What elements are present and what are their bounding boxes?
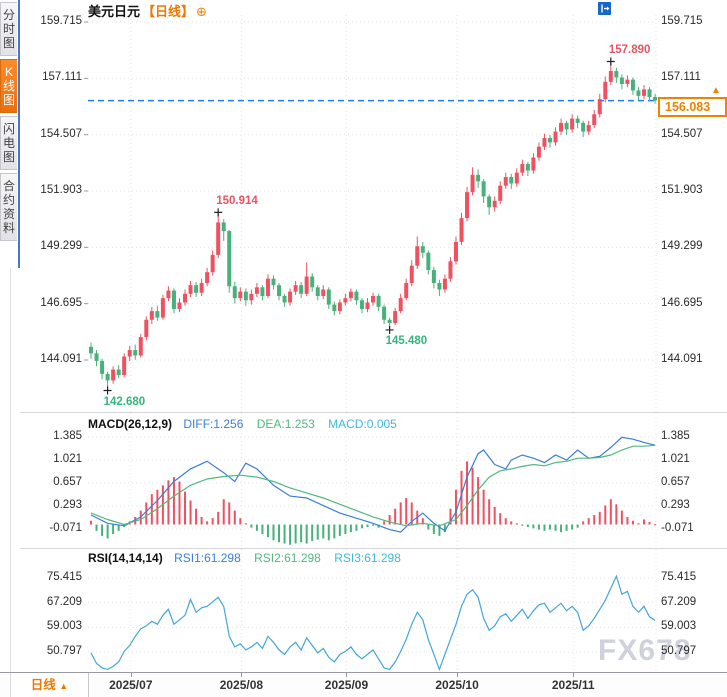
rsi-panel xyxy=(88,549,657,672)
symbol-name: 美元日元 xyxy=(88,4,141,19)
extreme-marker xyxy=(103,386,112,395)
diff-line xyxy=(90,436,656,533)
month-tick xyxy=(573,673,575,677)
gridlines xyxy=(88,549,657,672)
macd-histogram xyxy=(90,461,657,545)
sidebar-tabs: 分时图 K线图 闪电图 合约资料 xyxy=(0,2,18,241)
sidebar: 分时图 K线图 闪电图 合约资料 xyxy=(0,0,20,697)
sidebar-tab-lightning[interactable]: 闪电图 xyxy=(0,116,17,170)
gridlines xyxy=(88,413,657,548)
sidebar-tab-contract-info[interactable]: 合约资料 xyxy=(0,173,17,241)
month-tick xyxy=(346,673,348,677)
chevron-up-icon: ▲ xyxy=(59,681,69,691)
macd-panel xyxy=(88,413,657,548)
period-tag: 【日线】 xyxy=(142,4,195,19)
month-tick xyxy=(130,673,132,677)
candles xyxy=(89,61,658,391)
candlestick-panel xyxy=(84,15,658,412)
gridlines xyxy=(88,15,657,412)
extreme-marker xyxy=(214,208,223,217)
month-label: 2025/11 xyxy=(551,678,595,692)
month-label: 2025/09 xyxy=(324,678,369,692)
month-tick xyxy=(241,673,243,677)
sidebar-tab-kline[interactable]: K线图 xyxy=(0,59,17,113)
month-tick xyxy=(457,673,459,677)
panel-divider xyxy=(20,548,727,549)
dea-line xyxy=(90,444,656,527)
extreme-marker xyxy=(385,325,394,334)
period-select-button[interactable]: 日线 ▲ xyxy=(10,673,89,697)
month-label: 2025/07 xyxy=(109,678,153,692)
time-axis-bar: 日线 ▲ 2025/07 2025/08 2025/09 2025/10 2025/11 xyxy=(0,672,727,697)
month-label: 2025/10 xyxy=(435,678,479,692)
extreme-marker xyxy=(606,57,615,66)
panel-divider xyxy=(20,412,727,413)
chart-title: 美元日元 【日线】 ⊕ xyxy=(88,1,207,20)
month-label: 2025/08 xyxy=(219,678,264,692)
rsi-line xyxy=(90,574,656,672)
add-indicator-icon[interactable]: ⊕ xyxy=(196,4,207,19)
sidebar-tab-time-share[interactable]: 分时图 xyxy=(0,2,17,56)
period-label: 日线 xyxy=(30,678,56,692)
pan-right-icon[interactable] xyxy=(598,2,611,15)
